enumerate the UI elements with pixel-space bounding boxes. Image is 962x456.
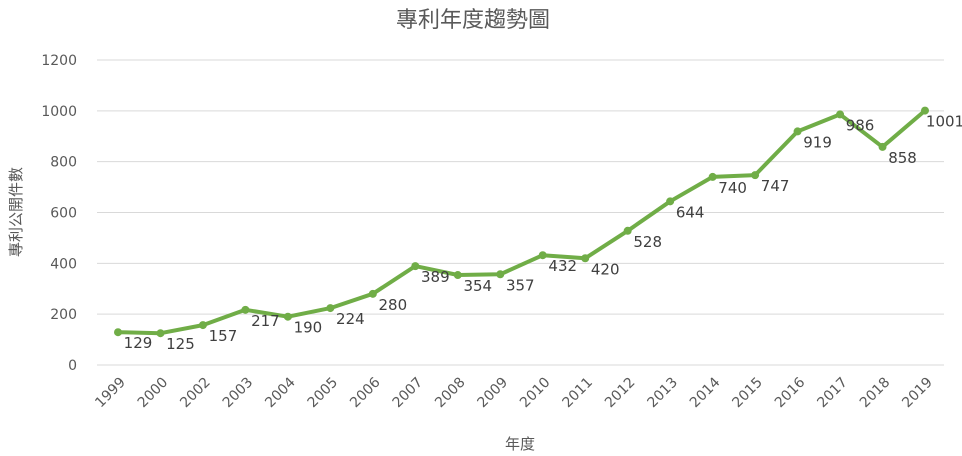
x-tick-2015: 2015 — [729, 375, 766, 412]
x-tick-2006: 2006 — [347, 374, 384, 411]
data-label-2013: 644 — [676, 203, 705, 221]
x-tick-2000: 2000 — [135, 375, 172, 412]
data-point-2007 — [411, 262, 420, 271]
data-label-2017: 986 — [846, 116, 875, 134]
data-label-2015: 747 — [761, 177, 790, 195]
x-tick-2002: 2002 — [177, 375, 214, 412]
x-tick-2017: 2017 — [814, 375, 851, 412]
data-point-2006 — [368, 289, 377, 298]
x-tick-2013: 2013 — [644, 375, 681, 412]
series-line — [116, 108, 927, 336]
y-tick-200: 200 — [50, 307, 77, 323]
x-tick-labels: 1999 2000 2002 2003 2004 2005 2006 2007 2008 2009… — [92, 374, 936, 411]
data-point-2000 — [156, 329, 165, 338]
data-point-2010 — [538, 251, 547, 260]
data-label-2008: 354 — [463, 277, 492, 295]
x-tick-1999: 1999 — [92, 375, 129, 412]
data-label-2006: 280 — [379, 296, 408, 314]
x-tick-2007: 2007 — [390, 375, 427, 412]
data-point-2013 — [666, 197, 675, 206]
data-label-2000: 125 — [166, 335, 195, 353]
x-tick-2010: 2010 — [517, 375, 554, 412]
y-tick-800: 800 — [50, 155, 77, 171]
x-tick-2003: 2003 — [220, 375, 257, 412]
y-tick-1200: 1200 — [41, 53, 77, 69]
x-tick-2019: 2019 — [899, 375, 936, 412]
x-tick-2005: 2005 — [305, 375, 342, 412]
data-point-2014 — [708, 172, 717, 181]
data-label-2003: 217 — [251, 312, 280, 330]
data-label-2009: 357 — [506, 276, 535, 294]
data-label-2012: 528 — [633, 233, 662, 251]
y-tick-600: 600 — [50, 206, 77, 222]
data-point-2008 — [453, 271, 462, 280]
data-point-2002 — [198, 321, 207, 330]
data-labels: 129 125 157 217 190 224 280 389 354 357 432 420 528 6… — [124, 113, 962, 354]
data-label-2002: 157 — [209, 327, 238, 345]
data-point-2011 — [581, 254, 590, 263]
data-label-2007: 389 — [421, 268, 450, 286]
x-tick-2014: 2014 — [687, 374, 724, 411]
data-label-2018: 858 — [888, 149, 917, 167]
data-point-2009 — [496, 270, 505, 279]
data-point-2015 — [751, 171, 760, 180]
x-tick-2011: 2011 — [560, 375, 597, 412]
data-label-2016: 919 — [803, 133, 832, 151]
x-tick-2004: 2004 — [262, 374, 299, 411]
data-label-2010: 432 — [548, 257, 577, 275]
data-label-1999: 129 — [124, 334, 153, 352]
data-point-2004 — [283, 312, 292, 321]
y-tick-400: 400 — [50, 256, 77, 272]
x-tick-2009: 2009 — [475, 375, 512, 412]
data-point-2003 — [241, 305, 250, 314]
data-point-1999 — [114, 328, 122, 337]
data-label-2011: 420 — [591, 260, 620, 278]
y-axis-title: 專利公開件數 — [7, 167, 25, 257]
x-tick-2008: 2008 — [432, 375, 469, 412]
x-tick-2016: 2016 — [772, 374, 809, 411]
x-tick-2018: 2018 — [857, 375, 894, 412]
data-point-2019 — [921, 106, 929, 115]
data-label-2014: 740 — [718, 179, 747, 197]
chart-title: 專利年度趨勢圖 — [396, 8, 550, 33]
data-point-2017 — [836, 110, 845, 119]
y-tick-1000: 1000 — [41, 104, 77, 120]
x-tick-2012: 2012 — [602, 375, 639, 412]
x-axis-title: 年度 — [505, 435, 535, 453]
data-point-2018 — [878, 142, 887, 151]
series-line-group — [114, 106, 929, 338]
y-tick-labels: 0 200 400 600 800 1000 1200 — [41, 53, 77, 374]
data-label-2019: 1001 — [926, 113, 962, 131]
data-label-2004: 190 — [294, 319, 323, 337]
data-label-2005: 224 — [336, 310, 365, 328]
data-point-2005 — [326, 304, 335, 313]
y-tick-0: 0 — [68, 358, 77, 374]
data-point-2016 — [793, 127, 802, 136]
data-point-2012 — [623, 226, 632, 235]
